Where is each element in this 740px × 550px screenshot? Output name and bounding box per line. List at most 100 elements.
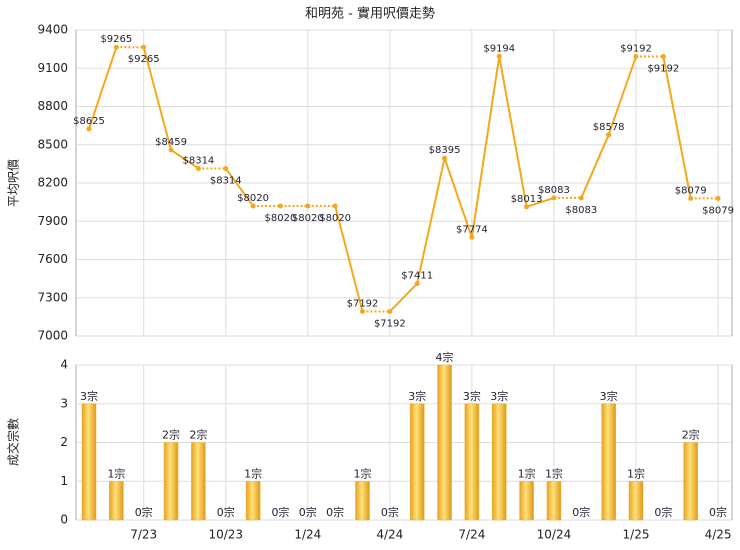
- y-tick-label: 7000: [37, 329, 68, 343]
- bar: [245, 481, 261, 521]
- data-label: 1宗: [518, 466, 536, 480]
- data-label: $9265: [128, 54, 160, 65]
- data-label: 2宗: [682, 428, 700, 442]
- y-tick-label: 7900: [37, 214, 68, 228]
- line-segment: [416, 157, 446, 284]
- data-label: 0宗: [381, 505, 399, 519]
- line-segment: [580, 134, 610, 199]
- y-tick-label: 9400: [37, 23, 68, 37]
- y-tick-label: 0: [60, 513, 68, 527]
- data-label: 3宗: [463, 389, 481, 403]
- data-label: 1宗: [627, 466, 645, 480]
- line-segment: [170, 149, 199, 170]
- data-label: 1宗: [354, 466, 372, 480]
- data-label: 2宗: [162, 428, 180, 442]
- point: [606, 132, 612, 138]
- point: [195, 165, 201, 171]
- data-label: $8079: [675, 185, 707, 196]
- x-tick-label: 4/25: [705, 528, 732, 542]
- point: [168, 147, 174, 153]
- bar: [519, 481, 534, 521]
- bar: [464, 403, 480, 521]
- data-label: 0宗: [709, 505, 727, 519]
- data-label: 1宗: [545, 466, 563, 480]
- point: [414, 281, 420, 287]
- line-segment: [526, 196, 555, 208]
- line-segment: [443, 157, 473, 238]
- data-label: $9194: [483, 43, 515, 54]
- data-label: 0宗: [654, 505, 672, 519]
- bar: [163, 442, 179, 521]
- line-segment: [389, 282, 418, 313]
- data-label: 0宗: [135, 505, 153, 519]
- data-label: $8395: [429, 145, 461, 156]
- data-label: $9192: [647, 64, 679, 75]
- data-label: 0宗: [271, 505, 289, 519]
- point: [141, 44, 147, 50]
- data-label: $8459: [155, 137, 187, 148]
- data-label: 1宗: [107, 466, 125, 480]
- point: [524, 204, 530, 210]
- y-tick-label: 2: [60, 435, 68, 449]
- point: [715, 195, 721, 201]
- data-label: $8020: [237, 193, 269, 204]
- y-tick-label: 9100: [37, 61, 68, 75]
- data-label: 4宗: [436, 350, 454, 364]
- line-segment: [142, 46, 173, 151]
- bar: [409, 403, 425, 521]
- chart-title: 和明苑 - 實用呎價走勢: [305, 6, 435, 22]
- data-label: 3宗: [80, 389, 98, 403]
- x-tick-label: 10/24: [537, 528, 572, 542]
- data-label: 0宗: [299, 505, 317, 519]
- data-label: $8020: [292, 213, 324, 224]
- x-tick-label: 7/23: [130, 528, 157, 542]
- bar: [109, 481, 124, 521]
- x-tick-label: 10/23: [208, 528, 243, 542]
- y-tick-label: 8500: [37, 137, 68, 151]
- point: [442, 155, 448, 161]
- x-tick-label: 1/25: [623, 528, 650, 542]
- data-label: 0宗: [217, 505, 235, 519]
- point: [660, 54, 666, 60]
- point: [387, 309, 393, 315]
- line-segment: [607, 56, 637, 136]
- data-label: 0宗: [572, 505, 590, 519]
- data-label: 0宗: [326, 505, 344, 519]
- data-label: $9265: [100, 34, 132, 45]
- bar: [628, 481, 644, 521]
- point: [86, 126, 92, 132]
- x-tick-label: 1/24: [294, 528, 321, 542]
- y-tick-label: 7300: [37, 290, 68, 304]
- bar: [546, 481, 562, 521]
- data-label: $8079: [702, 205, 734, 216]
- point: [360, 309, 365, 315]
- data-label: $7192: [347, 299, 379, 310]
- point: [250, 203, 256, 209]
- point: [305, 203, 311, 209]
- line-segment: [88, 46, 118, 130]
- point: [578, 195, 584, 201]
- y-axis-label: 成交宗數: [6, 418, 21, 466]
- data-label: $8083: [538, 185, 570, 196]
- data-label: $8083: [565, 205, 597, 216]
- x-tick-label: 7/24: [458, 528, 485, 542]
- point: [496, 53, 502, 59]
- line-segment: [498, 56, 528, 208]
- y-tick-label: 4: [60, 358, 68, 372]
- data-label: 1宗: [244, 466, 262, 480]
- y-tick-label: 8800: [37, 99, 68, 113]
- data-label: 2宗: [189, 428, 207, 442]
- data-label: $8625: [73, 116, 105, 127]
- point: [633, 54, 639, 60]
- data-label: $8314: [210, 175, 242, 186]
- data-label: $8578: [593, 122, 625, 133]
- line-segment: [224, 167, 254, 207]
- point: [551, 195, 557, 201]
- point: [469, 234, 475, 240]
- bar: [601, 403, 616, 521]
- point: [332, 203, 338, 209]
- line-segment: [470, 56, 501, 238]
- point: [277, 203, 283, 209]
- y-axis-label: 平均呎價: [7, 159, 21, 207]
